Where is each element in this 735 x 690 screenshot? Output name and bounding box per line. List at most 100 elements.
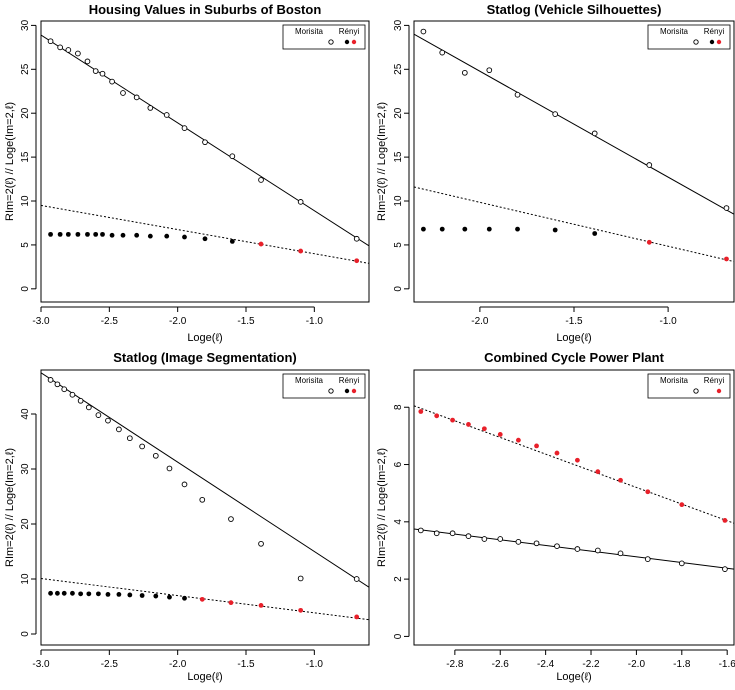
renyi-point — [462, 226, 468, 232]
renyi-point — [48, 231, 53, 237]
legend-label-renyi: Rényi — [704, 376, 725, 385]
legend-marker-renyi-fitted — [351, 388, 357, 394]
legend: Morisita Rényi — [282, 24, 366, 50]
y-tick-label: 30 — [20, 463, 31, 475]
morisita-point — [420, 28, 427, 35]
legend-label-renyi: Rényi — [704, 27, 725, 36]
morisita-point — [722, 566, 728, 572]
renyi-point — [61, 590, 67, 596]
morisita-point — [152, 452, 159, 459]
morisita-point — [439, 49, 446, 56]
renyi-point — [439, 226, 445, 232]
renyi-point — [164, 233, 170, 239]
x-tick-label: -2.6 — [492, 659, 510, 670]
renyi-point — [48, 590, 53, 596]
x-tick-label: -2.2 — [582, 659, 600, 670]
plot-frame — [413, 369, 735, 646]
legend-label-morisita: Morisita — [660, 27, 689, 36]
legend-marker-renyi — [344, 39, 350, 45]
renyi-point-fitted — [354, 258, 360, 264]
renyi-fit-line — [414, 186, 734, 263]
renyi-point — [167, 594, 172, 600]
renyi-point — [486, 226, 492, 232]
x-tick-label: -2.0 — [169, 316, 187, 327]
legend-box — [647, 373, 731, 399]
y-tick-label: 4 — [393, 519, 404, 525]
y-tick-label: 10 — [20, 195, 31, 207]
morisita-point — [126, 435, 133, 442]
renyi-point — [120, 232, 126, 238]
legend-marker-morisita — [693, 388, 699, 394]
plot-frame — [413, 20, 735, 303]
legend-marker-morisita — [328, 39, 334, 45]
morisita-point — [486, 67, 493, 74]
morisita-point — [139, 443, 145, 450]
morisita-point — [617, 550, 624, 557]
x-axis-label: Loge(ℓ) — [556, 332, 591, 344]
renyi-point-fitted — [515, 437, 521, 443]
morisita-point — [85, 404, 92, 411]
renyi-point — [202, 236, 208, 242]
morisita-point — [105, 417, 111, 424]
morisita-point — [54, 381, 61, 388]
morisita-point — [461, 69, 468, 76]
renyi-point-fitted — [258, 603, 264, 608]
renyi-point — [182, 595, 187, 601]
x-tick-label: -1.8 — [673, 659, 691, 670]
y-tick-label: 5 — [393, 242, 404, 248]
legend-marker-renyi-fitted — [351, 39, 357, 45]
morisita-point — [84, 58, 91, 65]
renyi-point — [147, 233, 153, 239]
renyi-point-fitted — [575, 457, 580, 463]
renyi-point — [55, 590, 60, 596]
morisita-point — [69, 391, 76, 398]
morisita-point — [92, 68, 99, 74]
legend-label-morisita: Morisita — [295, 376, 324, 385]
legend-box — [647, 24, 731, 50]
legend: Morisita Rényi — [647, 373, 731, 399]
renyi-point-fitted — [679, 502, 685, 508]
renyi-point — [134, 232, 140, 238]
renyi-point — [116, 592, 122, 597]
plot-frame — [40, 369, 370, 646]
morisita-point — [65, 47, 72, 53]
y-tick-label: 0 — [393, 633, 404, 639]
x-tick-label: -1.5 — [237, 659, 255, 670]
morisita-point — [181, 481, 188, 488]
morisita-point — [533, 540, 540, 547]
y-tick-label: 20 — [20, 107, 31, 119]
morisita-point — [433, 530, 440, 537]
legend-marker-morisita — [328, 388, 334, 394]
morisita-point — [47, 377, 54, 383]
morisita-point — [554, 543, 560, 550]
x-tick-label: -2.0 — [471, 316, 489, 327]
renyi-point-fitted — [199, 596, 205, 602]
y-tick-label: 5 — [20, 242, 31, 248]
chart-title: Statlog (Vehicle Silhouettes) — [487, 2, 662, 17]
morisita-point — [57, 44, 63, 51]
x-tick-label: -2.8 — [446, 659, 464, 670]
chart-title: Combined Cycle Power Plant — [484, 350, 665, 365]
morisita-point — [723, 205, 730, 211]
morisita-point — [515, 539, 522, 545]
legend-marker-renyi — [344, 388, 350, 394]
morisita-point — [258, 177, 264, 183]
chart-panel-4: Combined Cycle Power Plant -2.8 -2.6 -2.4 -2… — [376, 350, 735, 683]
y-axis-label: RIm=2(ℓ) // Loge(Im=2,ℓ) — [376, 102, 388, 221]
x-tick-label: -1.5 — [237, 316, 255, 327]
legend-marker-morisita — [693, 39, 699, 45]
morisita-point — [166, 465, 173, 472]
renyi-point — [182, 234, 187, 240]
legend-marker-renyi-fitted — [716, 388, 722, 394]
y-axis-label: RIm=2(ℓ) // Loge(Im=2,ℓ) — [4, 448, 16, 567]
morisita-point — [163, 112, 170, 118]
renyi-fit-line — [414, 405, 734, 524]
x-tick-label: -3.0 — [32, 659, 50, 670]
y-tick-label: 30 — [393, 19, 404, 31]
x-tick-label: -2.5 — [101, 659, 119, 670]
renyi-point — [86, 591, 92, 597]
renyi-point — [78, 591, 84, 597]
morisita-point — [109, 78, 115, 85]
y-tick-label: 20 — [393, 107, 404, 119]
